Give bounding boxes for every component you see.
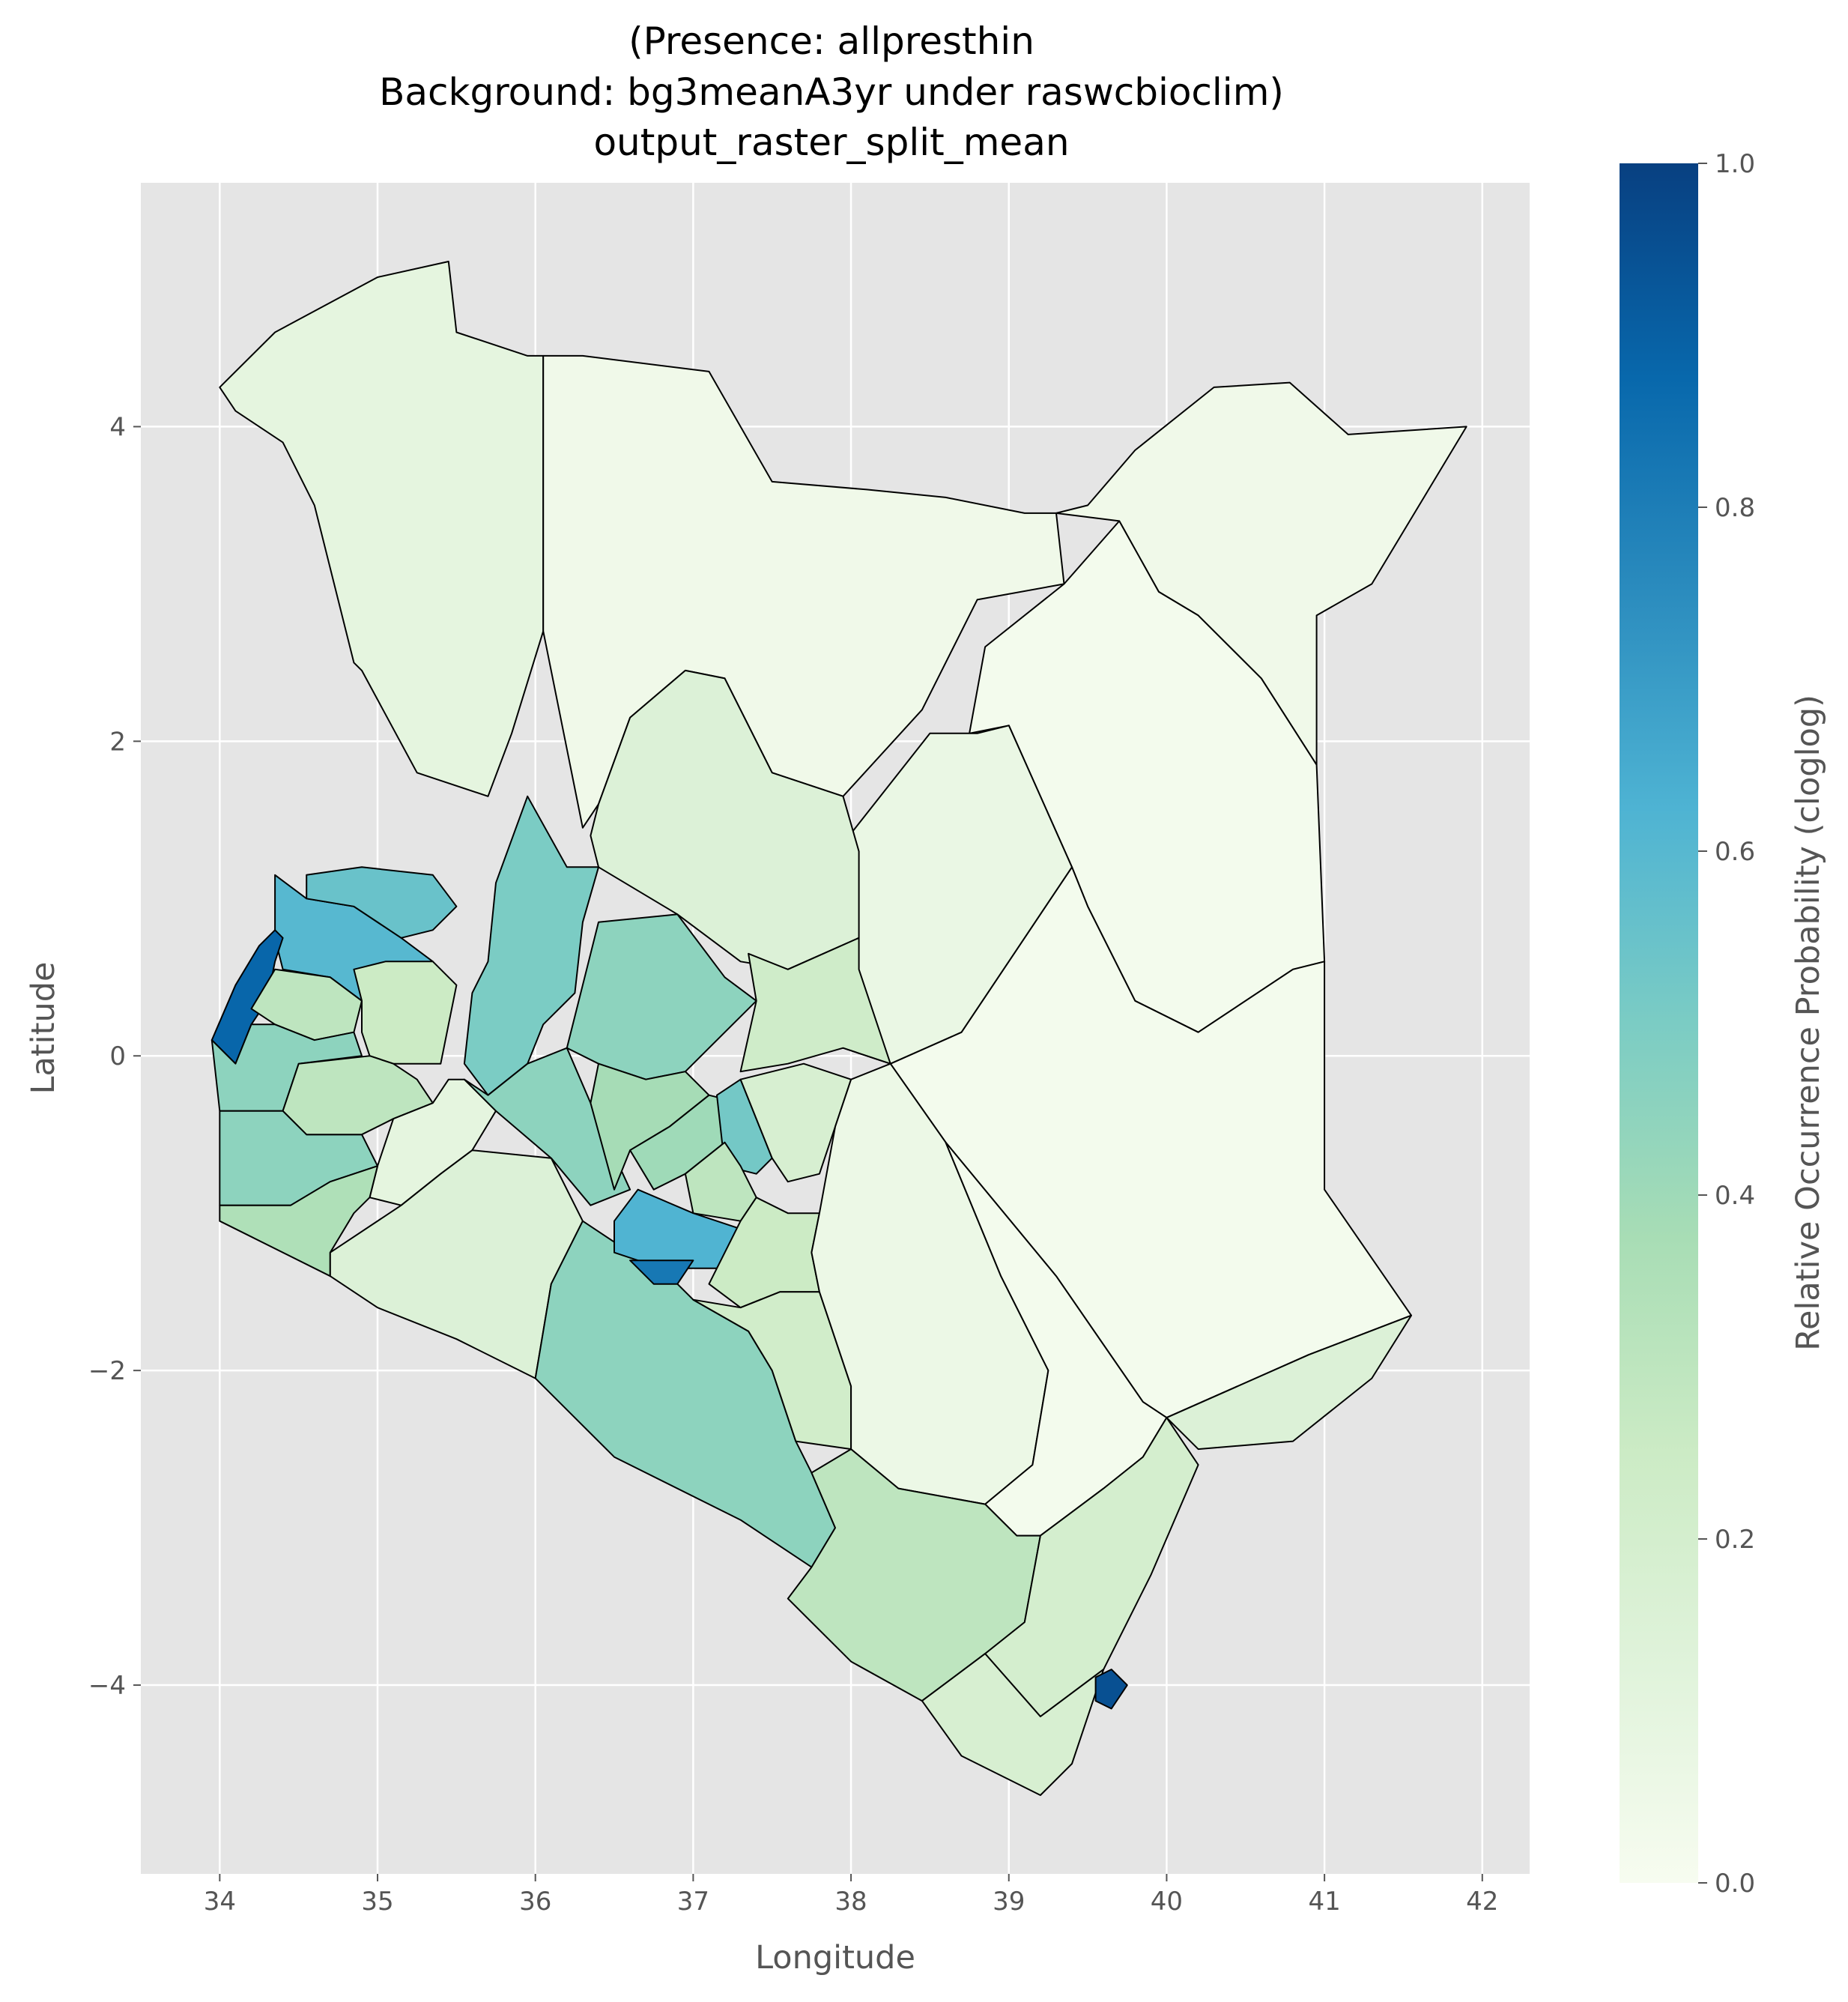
colorbar-tick-label: 0.4 xyxy=(1715,1181,1755,1211)
colorbar-label: Relative Occurrence Probability (cloglog… xyxy=(1790,695,1827,1351)
colorbar-tick-label: 0.0 xyxy=(1715,1869,1755,1899)
colorbar-tick-label: 0.8 xyxy=(1715,493,1755,523)
x-tick-label: 42 xyxy=(1466,1887,1498,1917)
x-axis-label: Longitude xyxy=(755,1939,915,1977)
x-tick-label: 41 xyxy=(1308,1887,1340,1917)
county-region xyxy=(210,1023,363,1112)
y-tick-label: 2 xyxy=(109,727,126,757)
county-region xyxy=(629,1259,694,1285)
county-region xyxy=(329,1149,584,1379)
county-region xyxy=(739,1062,852,1183)
y-tick-label: −2 xyxy=(88,1356,126,1386)
y-tick-label: −4 xyxy=(88,1671,126,1701)
figure-title: (Presence: allpresthin Background: bg3me… xyxy=(379,19,1284,164)
title-line-2: Background: bg3meanA3yr under raswcbiocl… xyxy=(379,70,1284,114)
colorbar-tick-label: 0.6 xyxy=(1715,837,1755,867)
colorbar-gradient xyxy=(1620,163,1698,1883)
colorbar-tick-label: 1.0 xyxy=(1715,149,1755,179)
county-region xyxy=(219,261,545,797)
county-region xyxy=(306,866,458,939)
county-region xyxy=(353,961,458,1065)
x-tick-label: 34 xyxy=(204,1887,236,1917)
colorbar: 0.0 0.2 0.4 0.6 0.8 1.0 Relative Occurrence P… xyxy=(1620,149,1827,1899)
x-axis-ticks: 34 35 36 37 38 39 40 41 42 xyxy=(204,1874,1498,1917)
y-axis-ticks: −4 −2 0 2 4 xyxy=(88,412,141,1701)
x-tick-label: 39 xyxy=(993,1887,1025,1917)
colorbar-tick-label: 0.2 xyxy=(1715,1525,1755,1555)
title-line-3: output_raster_split_mean xyxy=(593,121,1069,164)
y-tick-label: 0 xyxy=(109,1041,126,1071)
county-region xyxy=(984,1417,1199,1717)
x-tick-label: 36 xyxy=(519,1887,551,1917)
county-region xyxy=(739,937,891,1073)
x-tick-label: 40 xyxy=(1151,1887,1183,1917)
county-region xyxy=(1094,1669,1128,1710)
county-region xyxy=(787,1448,1041,1702)
county-regions xyxy=(210,261,1467,1796)
title-line-1: (Presence: allpresthin xyxy=(628,19,1034,63)
colorbar-ticks: 0.0 0.2 0.4 0.6 0.8 1.0 xyxy=(1698,149,1755,1899)
x-tick-label: 37 xyxy=(677,1887,709,1917)
county-region xyxy=(590,669,860,970)
x-tick-label: 35 xyxy=(361,1887,393,1917)
y-tick-label: 4 xyxy=(109,412,126,442)
county-region xyxy=(1166,1314,1412,1451)
county-region xyxy=(921,1653,1105,1796)
y-axis-label: Latitude xyxy=(25,962,62,1095)
x-tick-label: 38 xyxy=(834,1887,867,1917)
